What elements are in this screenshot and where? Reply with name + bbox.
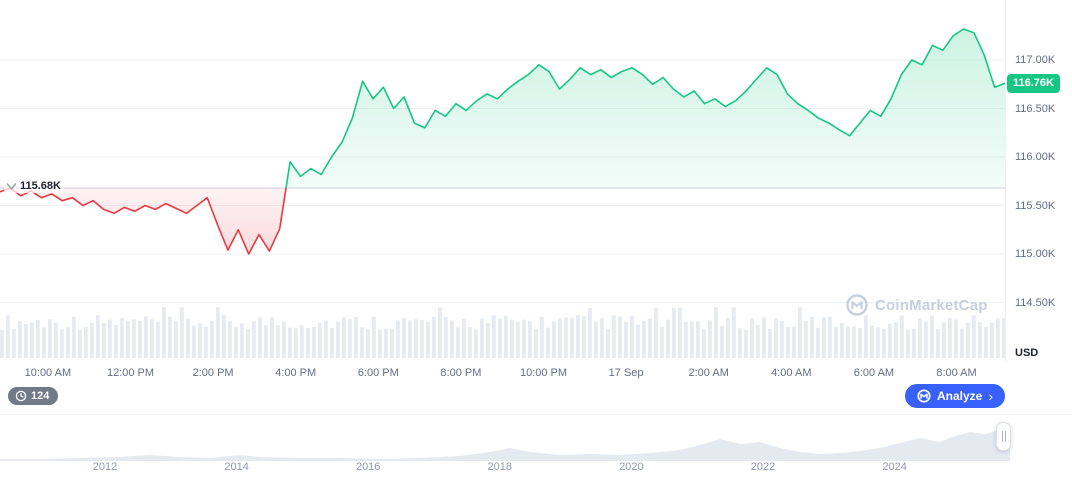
current-price-badge: 116.76K: [1007, 74, 1060, 94]
x-axis-label: 12:00 PM: [106, 367, 155, 379]
chevron-right-icon: ›: [988, 388, 993, 404]
x-axis-label: 10:00 PM: [519, 367, 568, 379]
volume-bars: [0, 307, 1005, 358]
x-axis-label: 8:00 AM: [936, 367, 977, 379]
coinmarketcap-logo-icon: [917, 389, 931, 403]
timeline-year-label: 2024: [882, 461, 907, 473]
candle-countdown-badge[interactable]: 124: [8, 387, 59, 405]
timeline-year-label: 2014: [224, 461, 249, 473]
coinmarketcap-logo-icon: [846, 294, 868, 316]
x-axis-label: 4:00 AM: [771, 367, 812, 379]
timeline-drag-handle[interactable]: [996, 422, 1011, 451]
x-axis-label: 8:00 PM: [440, 367, 482, 379]
analyze-label: Analyze: [936, 389, 983, 403]
timeline-minichart[interactable]: [0, 417, 1072, 461]
y-axis-label: 115.50K: [1015, 200, 1056, 212]
timeline-year-label: 2022: [750, 461, 776, 473]
countdown-clock-icon: [15, 390, 27, 402]
baseline-marker-icon: [7, 182, 16, 190]
price-area-up: [0, 29, 1005, 188]
timeline-year-label: 2020: [619, 461, 644, 473]
time-axis: 10:00 AM 12:00 PM 2:00 PM 4:00 PM 6:00 PM 8:0…: [0, 363, 1005, 385]
timeline-year-label: 2012: [92, 461, 118, 473]
y-axis-label: 116.50K: [1015, 103, 1056, 115]
y-axis-label: 115.00K: [1015, 248, 1056, 260]
price-chart-canvas[interactable]: [0, 0, 1005, 362]
currency-label: USD: [1015, 347, 1039, 359]
history-timeline[interactable]: 2012 2014 2016 2018 2020 2022 2024: [0, 414, 1072, 477]
y-axis-label: 114.50K: [1015, 297, 1056, 309]
price-axis: USD 117.00K 116.50K 116.00K 115.50K 115.00K 1…: [1005, 0, 1072, 362]
price-area-down: [0, 188, 1005, 254]
countdown-value: 124: [31, 390, 50, 402]
x-axis-label: 2:00 PM: [192, 367, 234, 379]
x-axis-label: 4:00 PM: [275, 367, 317, 379]
x-axis-label: 2:00 AM: [688, 367, 729, 379]
baseline-price-label: 115.68K: [4, 179, 64, 193]
analyze-button[interactable]: Analyze ›: [904, 384, 1005, 408]
timeline-year-label: 2018: [487, 461, 513, 473]
x-axis-label: 17 Sep: [608, 367, 644, 379]
x-axis-label: 10:00 AM: [24, 367, 72, 379]
price-line-up: [8, 28, 1005, 188]
price-line-down: [0, 188, 287, 255]
y-axis-label: 116.00K: [1015, 151, 1056, 163]
baseline-price-value: 115.68K: [20, 180, 61, 192]
coinmarketcap-watermark: CoinMarketCap: [846, 294, 988, 316]
x-axis-label: 6:00 AM: [853, 367, 895, 379]
timeline-silhouette: [0, 429, 1010, 461]
watermark-text: CoinMarketCap: [875, 296, 988, 314]
timeline-year-label: 2016: [355, 461, 381, 473]
x-axis-label: 6:00 PM: [357, 367, 399, 379]
y-axis-label: 117.00K: [1015, 54, 1056, 66]
